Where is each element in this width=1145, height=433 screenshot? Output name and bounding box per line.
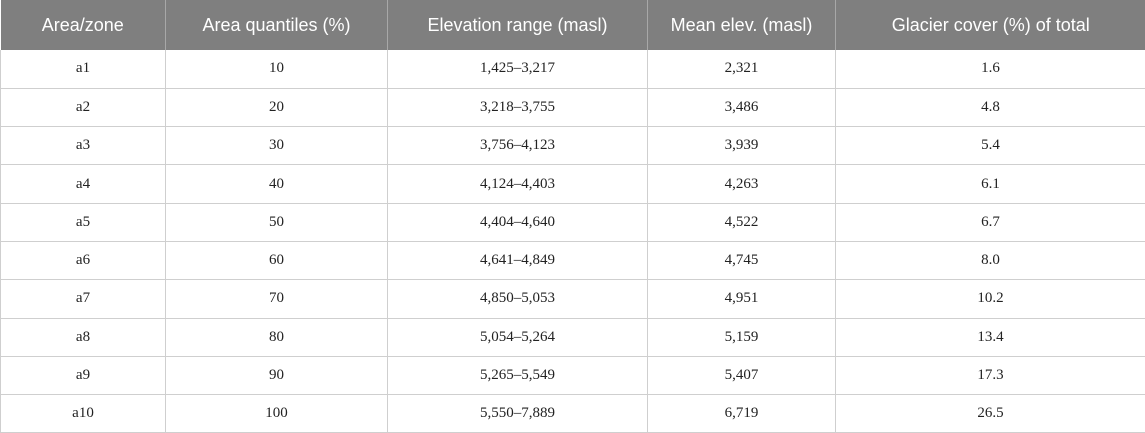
cell-area-quantile: 20 (165, 88, 388, 128)
table-row: a2 20 3,218–3,755 3,486 4.8 (0, 88, 1145, 128)
cell-area-quantile: 60 (165, 241, 388, 281)
cell-mean-elevation: 5,407 (647, 356, 836, 396)
cell-area-zone: a4 (0, 164, 166, 204)
cell-mean-elevation: 4,951 (647, 279, 836, 319)
cell-mean-elevation: 3,486 (647, 88, 836, 128)
cell-elevation-range: 4,850–5,053 (387, 279, 648, 319)
cell-elevation-range: 3,218–3,755 (387, 88, 648, 128)
table-row: a3 30 3,756–4,123 3,939 5.4 (0, 126, 1145, 166)
cell-glacier-cover: 4.8 (835, 88, 1145, 128)
cell-glacier-cover: 6.7 (835, 203, 1145, 242)
cell-elevation-range: 1,425–3,217 (387, 50, 648, 89)
table-row: a9 90 5,265–5,549 5,407 17.3 (0, 356, 1145, 396)
cell-elevation-range: 3,756–4,123 (387, 126, 648, 166)
cell-area-zone: a5 (0, 203, 166, 242)
cell-area-zone: a8 (0, 318, 166, 357)
cell-glacier-cover: 17.3 (835, 356, 1145, 396)
cell-elevation-range: 5,265–5,549 (387, 356, 648, 396)
header-elevation-range: Elevation range (masl) (387, 0, 648, 50)
header-mean-elevation: Mean elev. (masl) (647, 0, 836, 50)
cell-glacier-cover: 26.5 (835, 394, 1145, 433)
cell-mean-elevation: 4,522 (647, 203, 836, 242)
cell-elevation-range: 5,550–7,889 (387, 394, 648, 433)
cell-area-zone: a9 (0, 356, 166, 396)
cell-area-quantile: 100 (165, 394, 388, 433)
cell-area-zone: a2 (0, 88, 166, 128)
header-row: Area/zone Area quantiles (%) Elevation r… (0, 0, 1145, 50)
table-row: a6 60 4,641–4,849 4,745 8.0 (0, 241, 1145, 281)
cell-area-quantile: 70 (165, 279, 388, 319)
table-row: a5 50 4,404–4,640 4,522 6.7 (0, 203, 1145, 242)
cell-area-zone: a6 (0, 241, 166, 281)
cell-glacier-cover: 5.4 (835, 126, 1145, 166)
cell-mean-elevation: 2,321 (647, 50, 836, 89)
cell-elevation-range: 4,404–4,640 (387, 203, 648, 242)
cell-area-quantile: 80 (165, 318, 388, 357)
cell-area-zone: a10 (0, 394, 166, 433)
cell-mean-elevation: 6,719 (647, 394, 836, 433)
table-row: a7 70 4,850–5,053 4,951 10.2 (0, 279, 1145, 319)
table-row: a8 80 5,054–5,264 5,159 13.4 (0, 318, 1145, 357)
cell-glacier-cover: 8.0 (835, 241, 1145, 281)
table-row: a1 10 1,425–3,217 2,321 1.6 (0, 50, 1145, 89)
header-area-zone: Area/zone (41, 14, 124, 35)
cell-area-quantile: 40 (165, 164, 388, 204)
cell-area-quantile: 10 (165, 50, 388, 89)
cell-glacier-cover: 13.4 (835, 318, 1145, 357)
cell-elevation-range: 5,054–5,264 (387, 318, 648, 357)
cell-mean-elevation: 5,159 (647, 318, 836, 357)
cell-area-quantile: 30 (165, 126, 388, 166)
cell-area-zone: a3 (0, 126, 166, 166)
cell-glacier-cover: 1.6 (835, 50, 1145, 89)
cell-glacier-cover: 6.1 (835, 164, 1145, 204)
cell-glacier-cover: 10.2 (835, 279, 1145, 319)
cell-mean-elevation: 4,745 (647, 241, 836, 281)
cell-mean-elevation: 4,263 (647, 164, 836, 204)
table-header: Area/zone Area quantiles (%) Elevation r… (0, 0, 1145, 50)
cell-area-zone: a7 (0, 279, 166, 319)
table-body: a1 10 1,425–3,217 2,321 1.6 a2 20 3,218–… (0, 50, 1145, 433)
header-area-quantiles: Area quantiles (%) (165, 0, 388, 50)
table-row: a4 40 4,124–4,403 4,263 6.1 (0, 164, 1145, 204)
cell-area-quantile: 50 (165, 203, 388, 242)
cell-area-zone: a1 (0, 50, 166, 89)
table-row: a10 100 5,550–7,889 6,719 26.5 (0, 394, 1145, 433)
cell-area-quantile: 90 (165, 356, 388, 396)
cell-elevation-range: 4,124–4,403 (387, 164, 648, 204)
cell-mean-elevation: 3,939 (647, 126, 836, 166)
cell-elevation-range: 4,641–4,849 (387, 241, 648, 281)
header-glacier-cover: Glacier cover (%) of total (835, 0, 1145, 50)
